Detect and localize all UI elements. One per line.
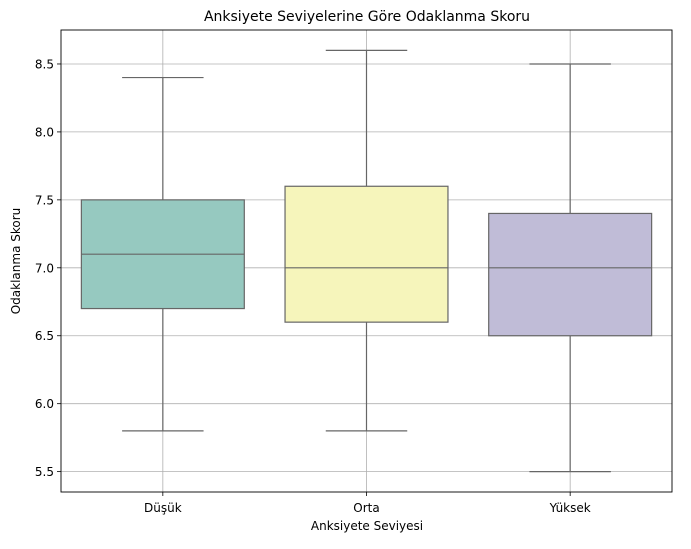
y-tick-label: 7.5 xyxy=(35,193,54,207)
x-tick-label: Yüksek xyxy=(549,501,591,515)
x-tick-label: Düşük xyxy=(144,501,182,515)
chart-title: Anksiyete Seviyelerine Göre Odaklanma Sk… xyxy=(204,9,530,25)
iqr-box xyxy=(284,185,449,323)
y-tick-label: 8.0 xyxy=(35,125,54,139)
box-group xyxy=(284,49,449,432)
box-plot-series xyxy=(80,49,653,473)
y-tick-label: 6.0 xyxy=(35,397,54,411)
y-tick-label: 5.5 xyxy=(35,465,54,479)
y-axis-label: Odaklanma Skoru xyxy=(9,208,23,315)
y-tick-label: 8.5 xyxy=(35,57,54,71)
x-tick-label: Orta xyxy=(353,501,379,515)
box-group xyxy=(488,63,653,473)
box-group xyxy=(80,76,245,432)
iqr-box xyxy=(488,212,653,337)
x-axis-ticks: Düşük Orta Yüksek xyxy=(144,492,591,515)
y-tick-label: 7.0 xyxy=(35,261,54,275)
y-axis-ticks: 5.5 6.0 6.5 7.0 7.5 8.0 8.5 xyxy=(35,57,61,479)
y-tick-label: 6.5 xyxy=(35,329,54,343)
x-axis-label: Anksiyete Seviyesi xyxy=(311,519,423,533)
